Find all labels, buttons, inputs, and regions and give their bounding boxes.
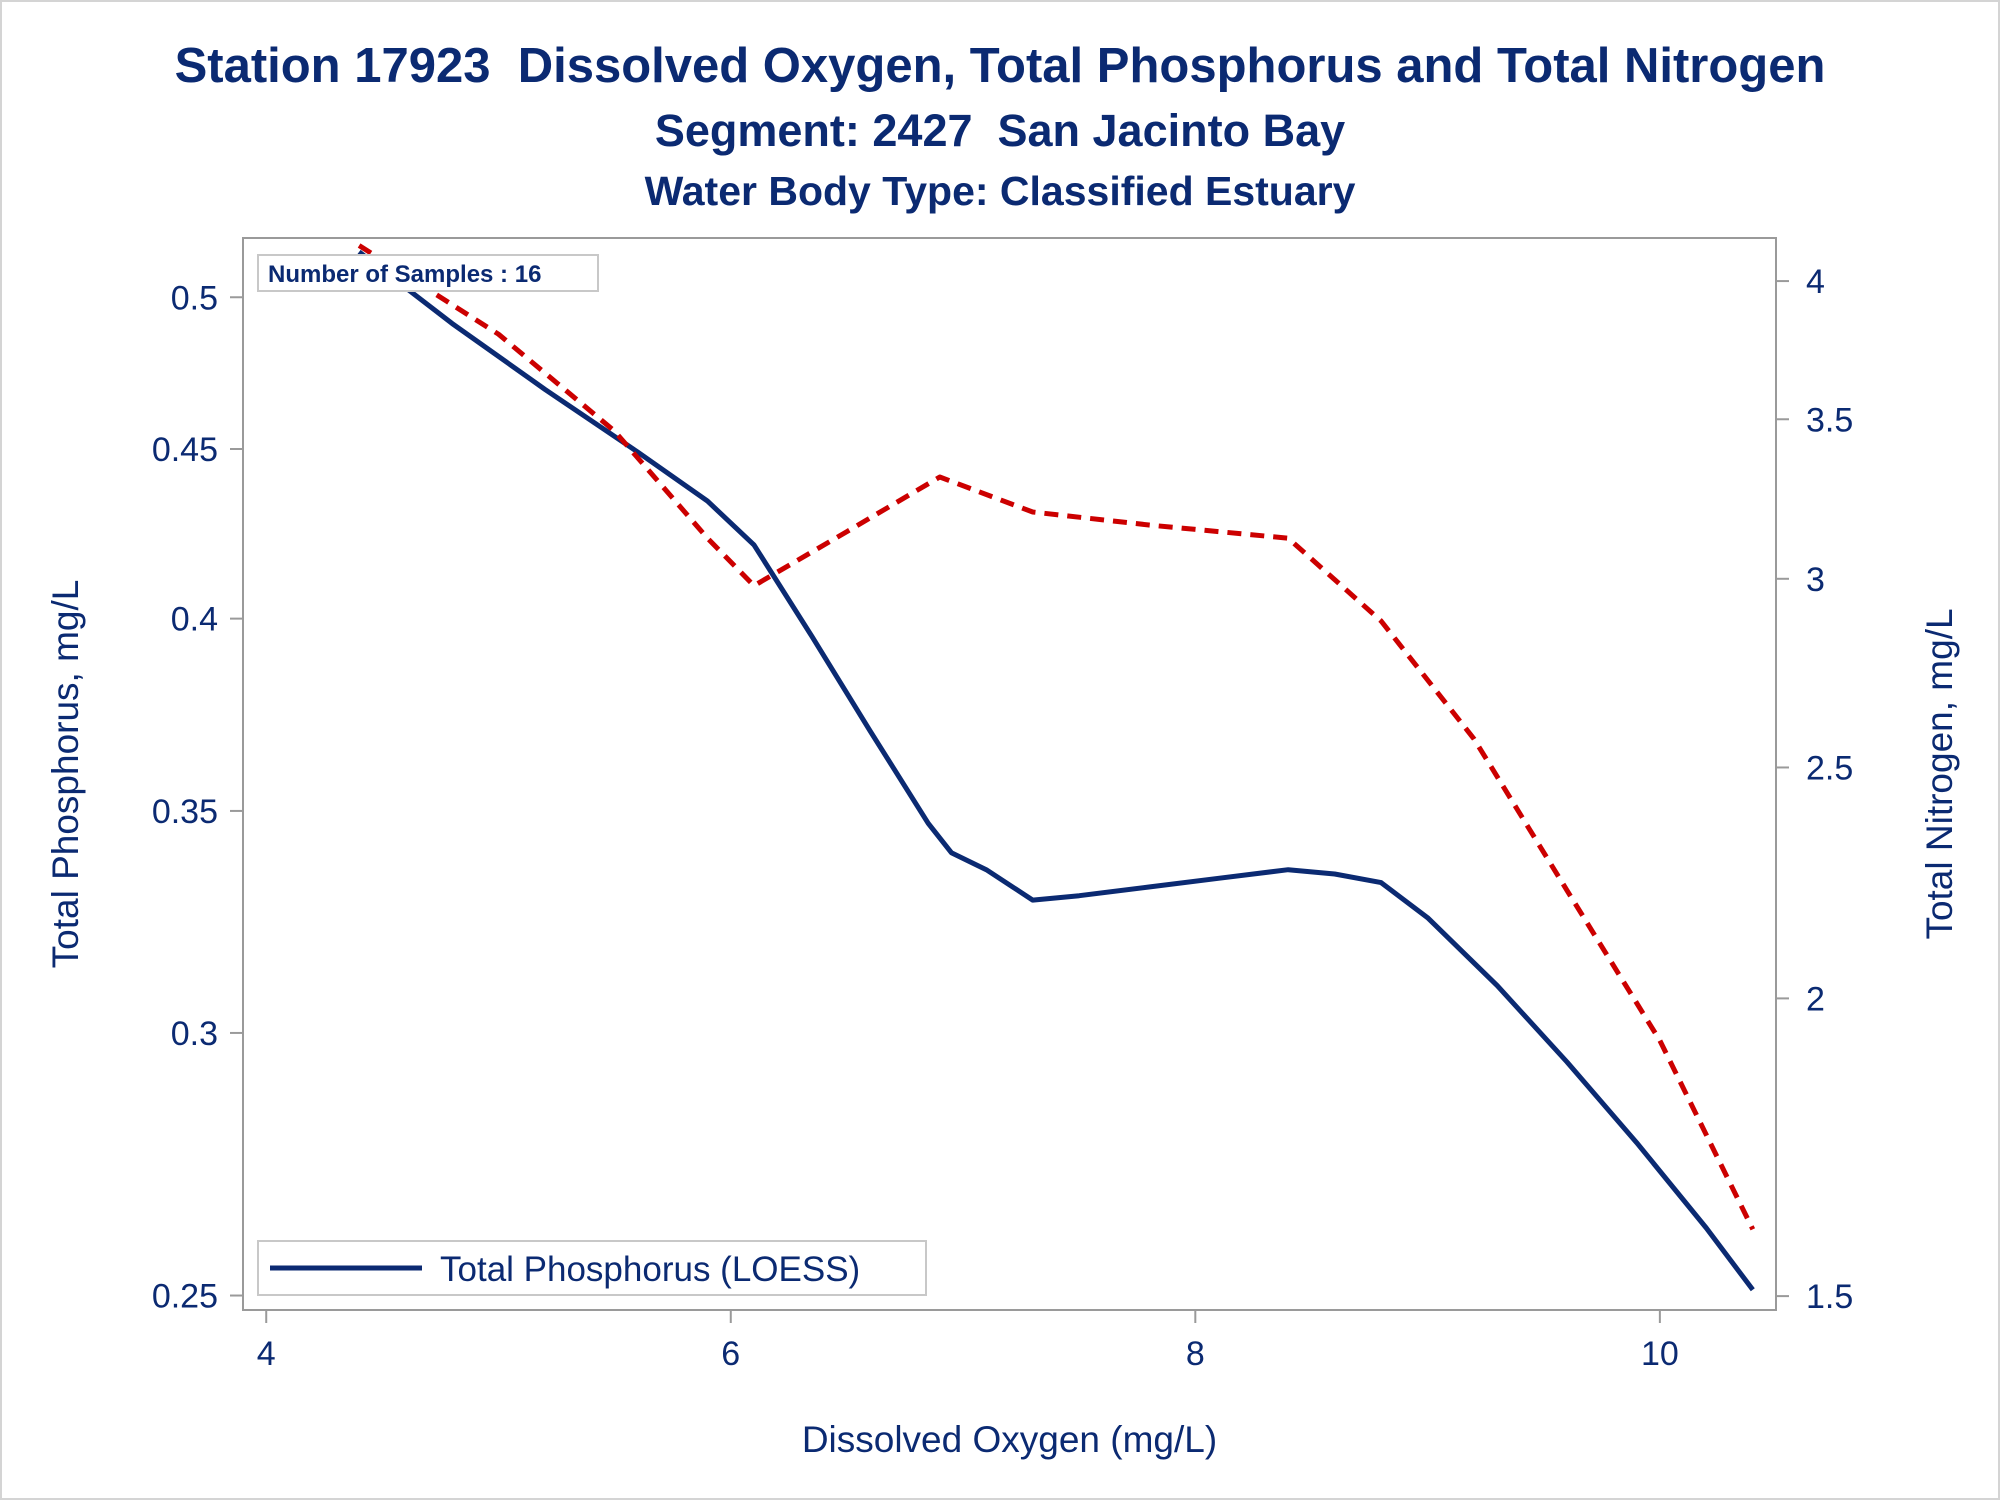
x-tick-label-6: 6 [721,1335,740,1373]
y-axis-label-right: Total Nitrogen, mg/L [1919,608,1960,939]
y-tick-label-0.45: 0.45 [152,431,218,469]
y2-tick-label-3.5: 3.5 [1806,401,1853,439]
chart-subtitle-segment: Segment: 2427 San Jacinto Bay [654,105,1346,156]
y-axis-label-left: Total Phosphorus, mg/L [45,580,86,969]
y2-tick-label-2: 2 [1806,980,1825,1018]
y-tick-label-0.4: 0.4 [171,601,218,639]
chart-subtitle-water-body: Water Body Type: Classified Estuary [644,168,1356,214]
y-tick-label-0.5: 0.5 [171,279,218,317]
legend-entry-phosphorus: Total Phosphorus (LOESS) [440,1250,860,1289]
x-tick-label-4: 4 [257,1335,276,1373]
legend: Total Phosphorus (LOESS) [257,1240,927,1296]
phosphorus-loess-line [357,249,1755,1292]
y-tick-label-0.35: 0.35 [152,793,218,831]
x-axis-label: Dissolved Oxygen (mg/L) [802,1419,1217,1460]
samples-count-label: Number of Samples : 16 [268,261,541,288]
y-tick-label-0.25: 0.25 [152,1278,218,1316]
samples-inset: Number of Samples : 16 [257,254,599,292]
y-tick-label-0.3: 0.3 [171,1015,218,1053]
y2-tick-label-4: 4 [1806,263,1825,301]
chart-title: Station 17923 Dissolved Oxygen, Total Ph… [174,39,1826,93]
x-tick-label-8: 8 [1186,1335,1205,1373]
y2-tick-label-3: 3 [1806,561,1825,599]
y2-tick-label-1.5: 1.5 [1806,1278,1853,1316]
nitrogen-loess-line [357,243,1756,1231]
plot-area [242,237,1777,1311]
y2-tick-label-2.5: 2.5 [1806,749,1853,787]
x-tick-label-10: 10 [1641,1335,1679,1373]
